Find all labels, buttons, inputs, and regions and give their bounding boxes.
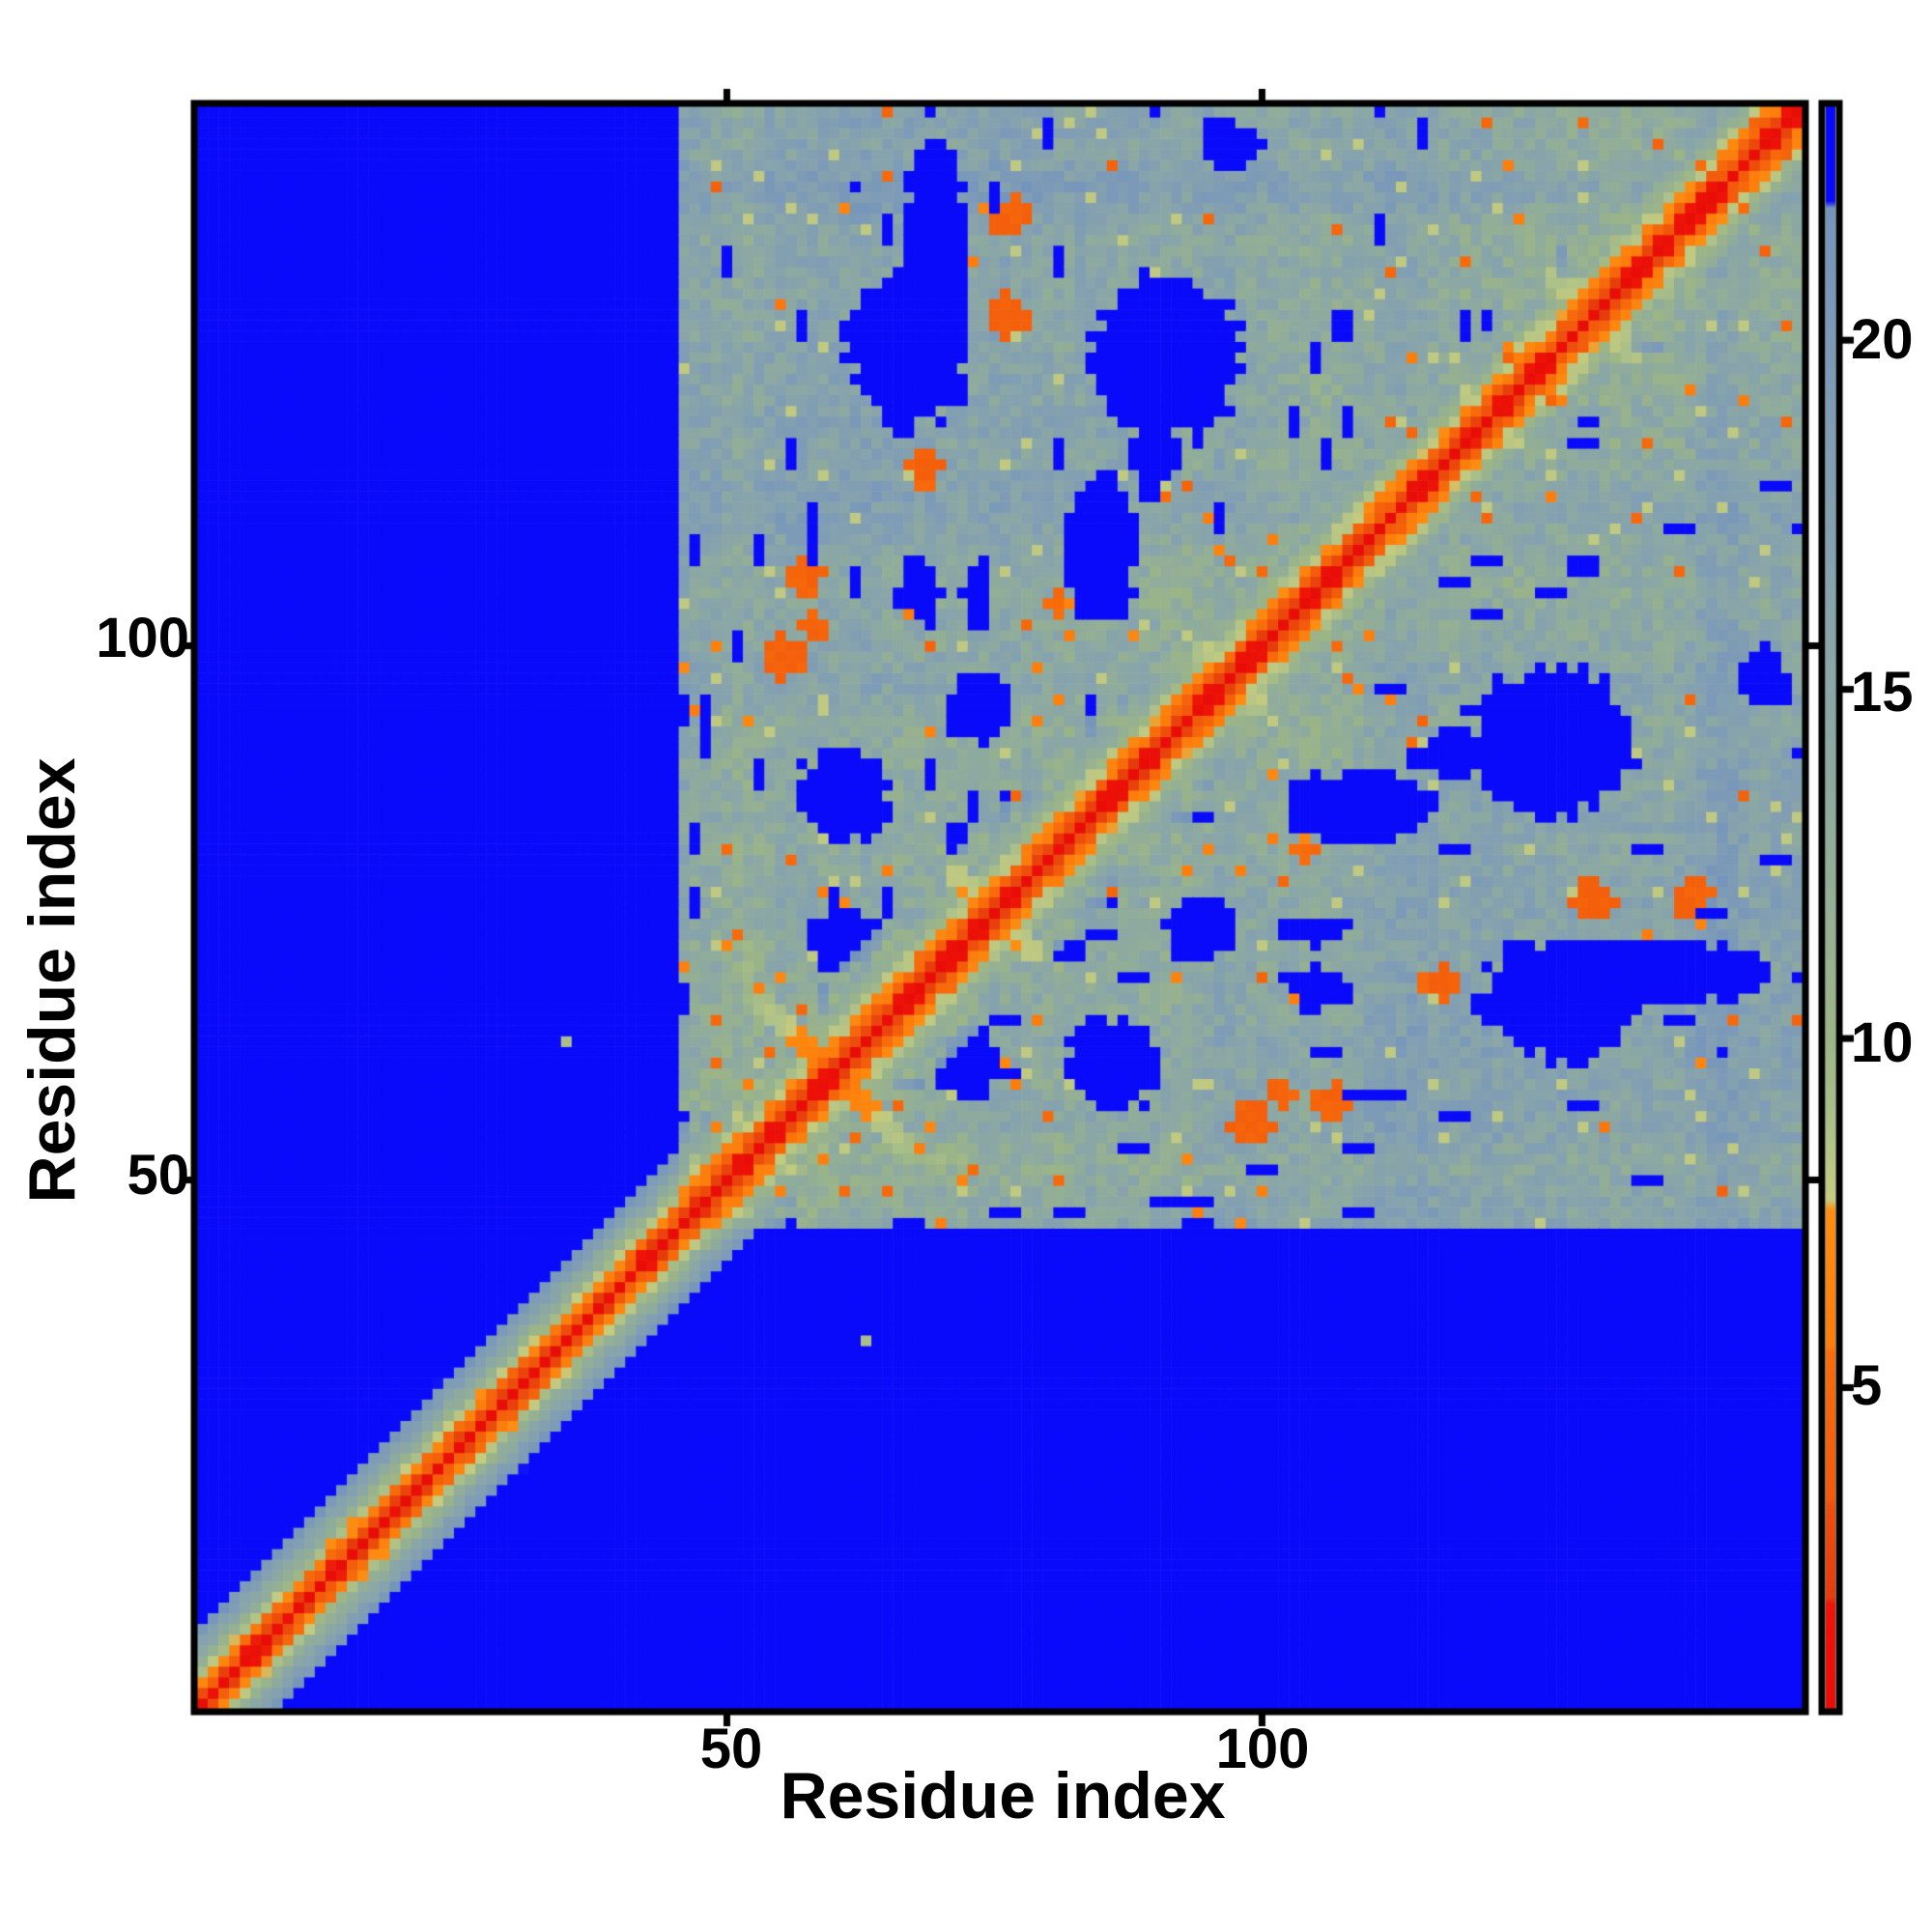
colorbar-tick-label-15: 15 — [1851, 661, 1914, 724]
x-tick-label-50: 50 — [699, 1718, 763, 1780]
y-axis-title: Residue index — [15, 757, 89, 1204]
x-tick-label-100: 100 — [1215, 1718, 1310, 1780]
colorbar-tick-label-5: 5 — [1851, 1354, 1883, 1417]
colorbar-tick-label-20: 20 — [1851, 308, 1914, 371]
colorbar-tick-label-10: 10 — [1851, 1011, 1914, 1074]
y-tick-label-50: 50 — [127, 1144, 189, 1207]
y-tick-label-100: 100 — [96, 607, 189, 669]
x-axis-title: Residue index — [780, 1759, 1226, 1833]
